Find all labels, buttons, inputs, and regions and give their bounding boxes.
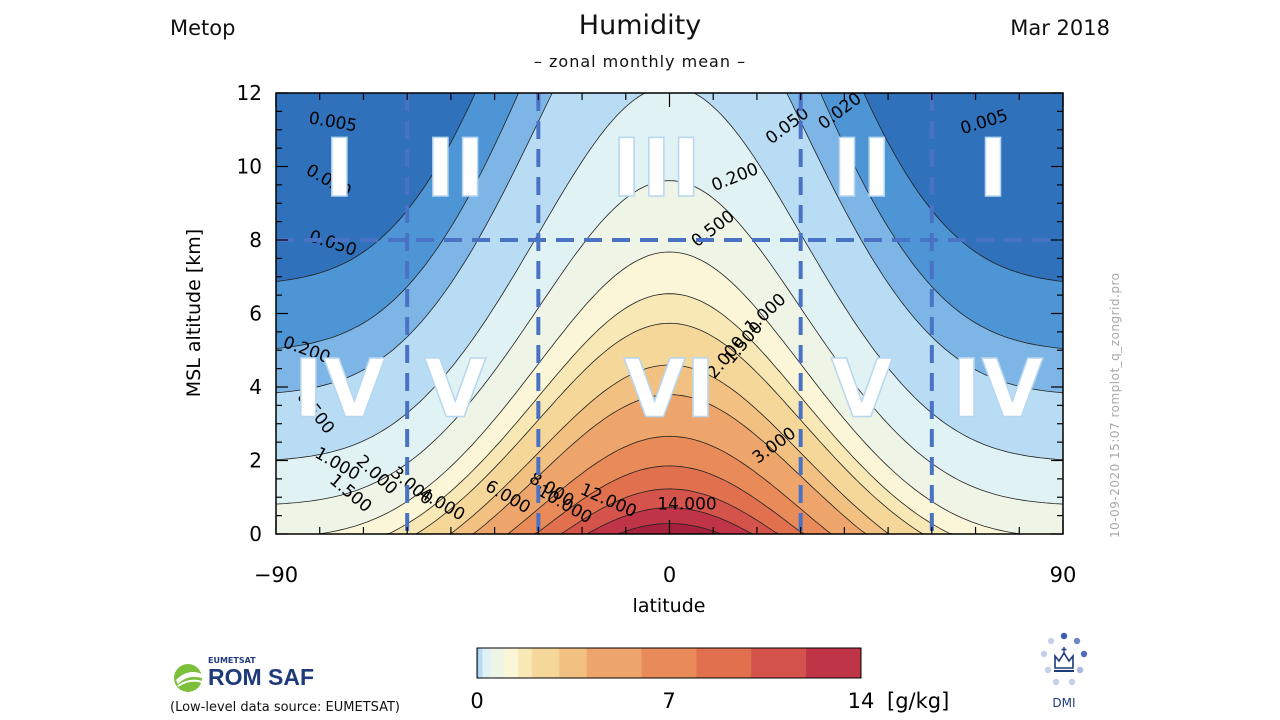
colorbar	[476, 647, 862, 679]
y-tick-labels: 0 2 4 6 8 10 12	[237, 81, 262, 546]
x-tick-label: −90	[254, 563, 298, 587]
colorbar-tick-label: 7	[662, 689, 675, 713]
eumetsat-wordmark: EUMETSAT	[208, 656, 256, 665]
y-axis-label: MSL altitude [km]	[183, 229, 205, 397]
colorbar-swatch	[490, 648, 505, 678]
colorbar-swatch	[641, 648, 697, 678]
region-labels: I II III II IIV V VI V IV	[293, 121, 1044, 436]
colorbar-swatch	[482, 648, 492, 678]
date-label: Mar 2018	[1010, 16, 1110, 40]
colorbar-tick-label: 14	[848, 689, 875, 713]
chart-subtitle: – zonal monthly mean –	[533, 52, 747, 71]
region-label: V	[831, 342, 893, 435]
contour-line	[276, 322, 1063, 534]
axis-ticks	[275, 92, 1064, 535]
colorbar-swatch	[504, 648, 519, 678]
colorbar-swatch	[586, 648, 642, 678]
x-tick-label: 90	[1050, 563, 1077, 587]
dmi-logo: DMI	[1034, 632, 1094, 716]
region-label: IV	[294, 342, 386, 435]
colorbar-swatch	[751, 648, 807, 678]
colorbar-swatch	[531, 648, 560, 678]
y-tick-label: 8	[249, 228, 262, 252]
data-source-note: (Low-level data source: EUMETSAT)	[170, 700, 400, 715]
contour-line	[276, 93, 1063, 394]
colorbar-swatch	[806, 648, 862, 678]
region-label: II	[425, 122, 485, 215]
region-label: III	[612, 122, 701, 215]
instrument-label: Metop	[170, 16, 236, 40]
colorbar-unit: [g/kg]	[887, 689, 949, 713]
colorbar-tick-label: 0	[470, 689, 483, 713]
y-tick-label: 10	[237, 155, 262, 179]
x-axis-label: latitude	[633, 595, 706, 617]
region-label: II	[832, 122, 892, 215]
contour-line	[276, 465, 1063, 534]
y-tick-label: 12	[237, 81, 262, 105]
region-label: I	[978, 122, 1008, 215]
colorbar-swatch	[478, 648, 483, 678]
rom-saf-wordmark: ROM SAF	[208, 664, 315, 690]
region-label: IV	[952, 342, 1044, 435]
contour-line	[276, 488, 1063, 534]
region-label: V	[424, 342, 486, 435]
x-tick-labels: −90 0 90	[254, 563, 1077, 587]
contour-line	[276, 93, 1063, 349]
colorbar-swatch	[477, 648, 479, 678]
contour-line	[276, 435, 1063, 534]
contour-line	[276, 394, 1063, 534]
y-tick-label: 2	[249, 449, 262, 473]
region-label: VI	[624, 342, 716, 435]
region-dividers	[276, 93, 1063, 534]
x-tick-label: 0	[663, 563, 676, 587]
eumetsat-globe-icon	[174, 664, 203, 692]
colorbar-frame	[476, 647, 862, 679]
dmi-wordmark: DMI	[1052, 696, 1076, 710]
colorbar-swatch	[559, 648, 588, 678]
crown-emblem-icon	[1040, 632, 1088, 686]
y-tick-label: 6	[249, 302, 262, 326]
y-tick-label: 0	[249, 522, 262, 546]
region-label: I	[325, 122, 355, 215]
contour-line	[276, 507, 1063, 534]
colorbar-swatch	[477, 648, 478, 678]
chart-title: Humidity	[578, 10, 702, 41]
contour-label: 14.000	[657, 495, 716, 515]
contour-line	[276, 364, 1063, 534]
y-tick-label: 4	[249, 375, 262, 399]
colorbar-swatch	[518, 648, 533, 678]
colorbar-tick-labels: 0 7 14	[470, 689, 874, 713]
colorbar-swatch	[696, 648, 752, 678]
